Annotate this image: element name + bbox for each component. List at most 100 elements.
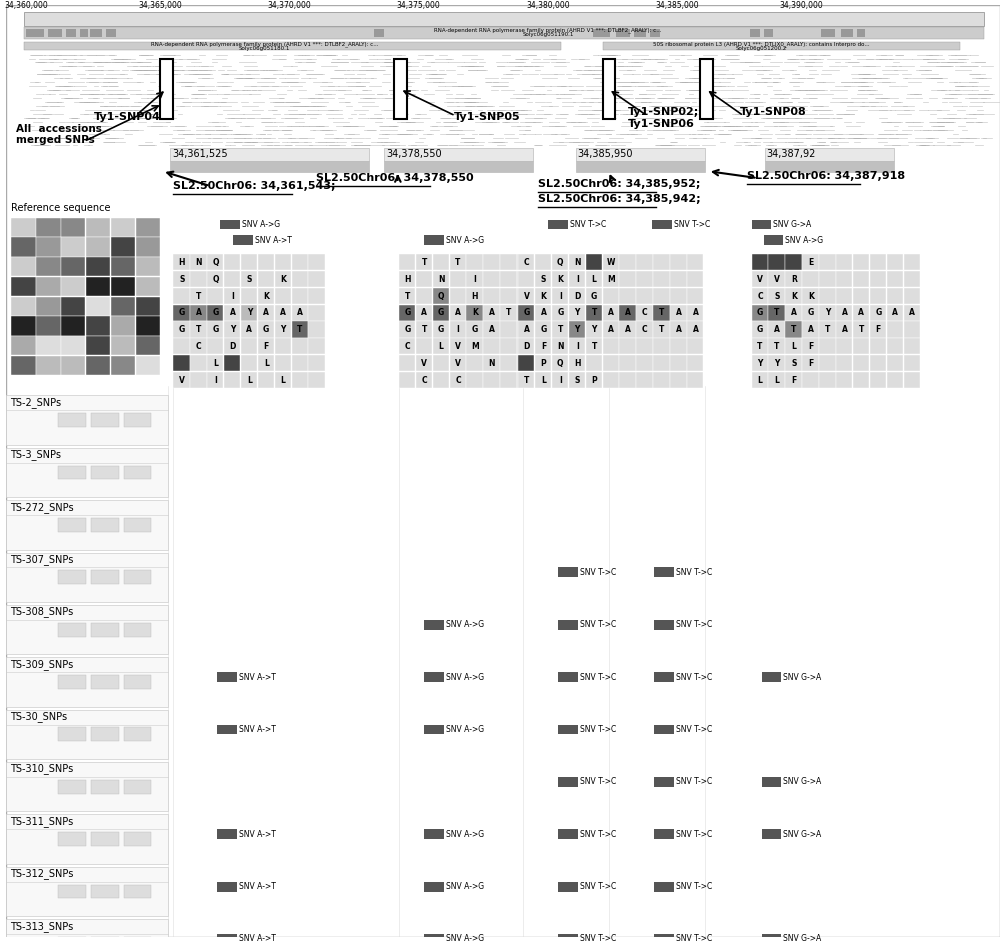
Bar [535,355,551,372]
Bar [91,675,119,689]
Bar [466,322,483,338]
Bar [853,339,869,355]
Bar [241,322,257,338]
Text: A: A [693,308,698,318]
Text: SNV T->C: SNV T->C [676,620,712,629]
Bar [11,297,36,316]
Bar [66,29,76,37]
Text: S: S [247,274,252,284]
Bar [654,620,674,630]
Bar [450,322,466,338]
Bar [819,271,836,288]
Bar [224,339,240,355]
Text: SNV T->C: SNV T->C [580,672,616,682]
Text: T: T [791,325,797,334]
Bar [762,777,781,786]
Text: SNV G->A: SNV G->A [783,935,822,943]
Bar [424,724,444,735]
Bar [836,271,852,288]
Bar [654,777,674,786]
Bar [173,305,190,321]
Bar [24,12,984,25]
Bar [416,255,432,271]
Bar [170,148,369,161]
Text: SNV A->T: SNV A->T [239,725,276,734]
Bar [136,297,160,316]
Bar [6,815,168,864]
Bar [603,288,619,304]
Bar [86,356,110,375]
Bar [207,339,223,355]
Bar [586,372,602,389]
Text: G: G [404,325,410,334]
Bar [569,305,585,321]
Bar [762,672,781,682]
Bar [173,271,190,288]
Text: S: S [791,359,797,368]
Text: I: I [559,375,562,385]
Bar [424,236,444,245]
Text: V: V [179,375,185,385]
Bar [292,355,308,372]
Bar [887,339,903,355]
Bar [450,372,466,389]
Text: A: A [540,308,546,318]
Text: H: H [574,359,580,368]
Text: Y: Y [591,325,597,334]
Bar [853,305,869,321]
Bar [258,271,274,288]
Bar [90,29,102,37]
Text: 34,385,950: 34,385,950 [578,149,633,159]
Bar [58,413,86,427]
Text: G: G [472,325,478,334]
Bar [384,161,533,173]
Bar [636,305,653,321]
Text: Y: Y [575,308,580,318]
Text: SNV T->C: SNV T->C [676,568,712,577]
Bar [58,833,86,846]
Bar [86,257,110,276]
Bar [136,336,160,356]
Bar [904,322,920,338]
Text: I: I [559,291,562,301]
Text: P: P [541,359,546,368]
Bar [224,305,240,321]
Bar [111,336,135,356]
Text: 34,360,000: 34,360,000 [4,1,48,10]
Text: RNA-dependent RNA polymerase family protein (AHRD V1 ***: DTLBF2_ARALY): c...: RNA-dependent RNA polymerase family prot… [151,41,378,47]
Bar [904,372,920,389]
Text: SNV T->C: SNV T->C [580,725,616,734]
Bar [576,161,705,173]
Bar [6,500,168,550]
Bar [207,271,223,288]
Bar [292,372,308,389]
Bar [654,829,674,839]
Text: Q: Q [557,258,564,267]
Bar [619,339,636,355]
Bar [670,322,687,338]
Bar [764,29,773,37]
Bar [603,322,619,338]
Bar [11,277,36,296]
Text: Ty1-SNP04: Ty1-SNP04 [94,112,161,122]
Bar [424,882,444,891]
Bar [802,322,819,338]
Text: TS-307_SNPs: TS-307_SNPs [10,554,74,565]
Bar [870,372,886,389]
Bar [517,372,533,389]
Text: Solyc06g051180.1: Solyc06g051180.1 [239,45,290,51]
Bar [399,288,415,304]
Bar [292,288,308,304]
Bar [275,255,291,271]
Bar [870,339,886,355]
Bar [500,322,517,338]
Bar [569,355,585,372]
Bar [36,297,61,316]
Bar [558,829,578,839]
Text: T: T [297,325,303,334]
Bar [275,322,291,338]
Bar [636,271,653,288]
Bar [399,255,415,271]
Bar [275,339,291,355]
Text: Y: Y [247,308,252,318]
